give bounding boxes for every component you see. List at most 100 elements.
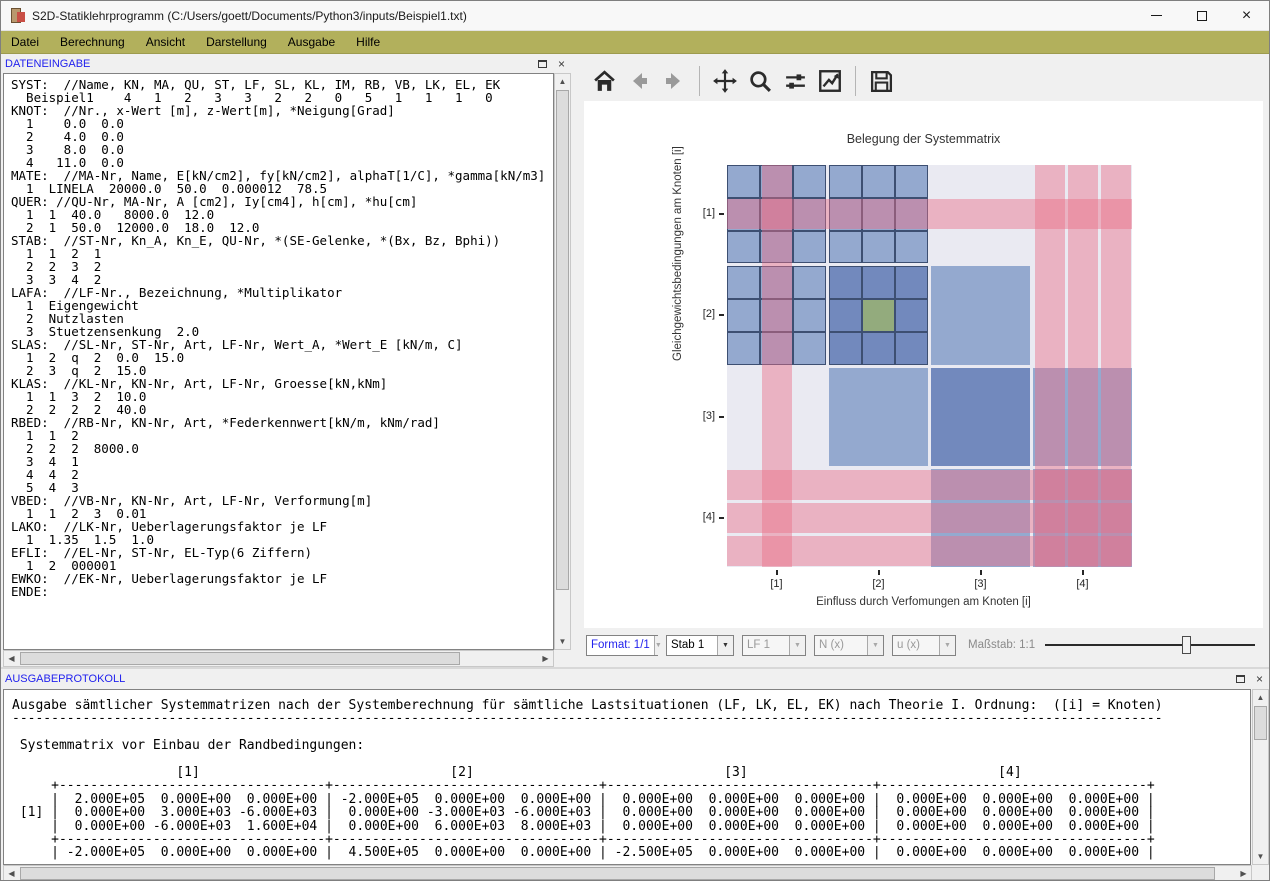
matrix-cell (793, 266, 826, 299)
matrix-cell (997, 433, 1030, 466)
plot-controls: Format: 1/1 ▼ Stab 1 ▼ LF 1 ▼ N (x) ▼ u … (586, 633, 1255, 657)
x-tick (980, 570, 982, 575)
scroll-left-icon[interactable]: ◀ (4, 651, 19, 666)
matrix-cell (895, 400, 928, 433)
plot-pane: Belegung der Systemmatrix Gleichgewichts… (573, 54, 1270, 667)
scroll-up-icon[interactable]: ▲ (555, 74, 570, 89)
matrix-cell (964, 332, 997, 365)
matrix-cell (862, 266, 895, 299)
matrix-cell (997, 332, 1030, 365)
matrix-cell (793, 231, 826, 264)
back-icon[interactable] (626, 68, 652, 94)
scale-label: Maßstab: 1:1 (968, 639, 1035, 651)
menu-bar: Datei Berechnung Ansicht Darstellung Ausgabe… (1, 31, 1269, 54)
ausgabeprotokoll-title: AUSGABEPROTOKOLL (5, 673, 125, 685)
matrix-cell (862, 231, 895, 264)
matrix-cell (931, 368, 964, 401)
y-tick-label: [3] (687, 410, 715, 422)
close-panel-icon[interactable]: × (1256, 675, 1263, 683)
data-vscrollbar[interactable]: ▲ ▼ (554, 73, 571, 650)
output-log-text: Ausgabe sämtlicher Systemmatrizen nach d… (4, 690, 1250, 860)
close-button[interactable]: × (1224, 1, 1269, 31)
scroll-thumb[interactable] (1254, 706, 1267, 740)
matrix-cell (931, 332, 964, 365)
boundary-col-strip (1035, 165, 1065, 567)
displacement-combobox: u (x) ▼ (892, 635, 956, 656)
boundary-col-strip (762, 165, 792, 567)
boundary-col-strip (1068, 165, 1098, 567)
menu-datei[interactable]: Datei (11, 35, 39, 49)
pan-icon[interactable] (712, 68, 738, 94)
zoom-icon[interactable] (747, 68, 773, 94)
scroll-down-icon[interactable]: ▼ (555, 634, 570, 649)
chevron-down-icon: ▼ (789, 636, 805, 655)
menu-ansicht[interactable]: Ansicht (146, 35, 185, 49)
slider-track[interactable] (1045, 644, 1255, 646)
matrix-cell (829, 433, 862, 466)
minimize-button[interactable] (1134, 1, 1179, 31)
menu-berechnung[interactable]: Berechnung (60, 35, 125, 49)
chart-title: Belegung der Systemmatrix (584, 132, 1263, 146)
matrix-cell (997, 368, 1030, 401)
chevron-down-icon: ▼ (867, 636, 883, 655)
chevron-down-icon[interactable]: ▼ (717, 636, 733, 655)
dateneingabe-panel: DATENEINGABE × SYST: //Name, KN, MA, QU,… (1, 54, 573, 667)
lf-combobox: LF 1 ▼ (742, 635, 806, 656)
output-vscrollbar[interactable]: ▲ ▼ (1252, 689, 1269, 865)
ausgabeprotokoll-header: AUSGABEPROTOKOLL × (1, 669, 1270, 688)
output-log[interactable]: Ausgabe sämtlicher Systemmatrizen nach d… (3, 689, 1251, 865)
float-panel-icon[interactable] (1236, 675, 1245, 683)
slider-handle[interactable] (1182, 636, 1191, 654)
menu-ausgabe[interactable]: Ausgabe (288, 35, 335, 49)
scroll-right-icon[interactable]: ▶ (538, 651, 553, 666)
subplots-icon[interactable] (782, 68, 808, 94)
forward-icon[interactable] (661, 68, 687, 94)
stab-combobox[interactable]: Stab 1 ▼ (666, 635, 734, 656)
axes-edit-icon[interactable] (817, 68, 843, 94)
close-panel-icon[interactable]: × (558, 60, 565, 68)
app-window: S2D-Statiklehrprogramm (C:/Users/goett/D… (0, 0, 1270, 881)
data-hscrollbar[interactable]: ◀ ▶ (3, 650, 554, 667)
matrix-cell (964, 299, 997, 332)
dateneingabe-header: DATENEINGABE × (1, 54, 573, 73)
app-icon (10, 8, 26, 24)
matrix-cell (727, 332, 760, 365)
scroll-up-icon[interactable]: ▲ (1253, 690, 1268, 705)
scroll-left-icon[interactable]: ◀ (4, 866, 19, 881)
matrix-cell (727, 266, 760, 299)
matrix-cell (895, 332, 928, 365)
boundary-col-strip (1101, 165, 1131, 567)
scroll-down-icon[interactable]: ▼ (1253, 849, 1268, 864)
maximize-button[interactable] (1179, 1, 1224, 31)
y-tick (719, 416, 724, 418)
matrix-cell (862, 332, 895, 365)
menu-hilfe[interactable]: Hilfe (356, 35, 380, 49)
matrix-cell (964, 266, 997, 299)
x-tick (776, 570, 778, 575)
scroll-thumb[interactable] (20, 867, 1215, 880)
float-panel-icon[interactable] (538, 60, 547, 68)
matrix-cell (964, 400, 997, 433)
save-icon[interactable] (868, 68, 894, 94)
y-tick (719, 314, 724, 316)
chevron-down-icon[interactable]: ▼ (654, 636, 662, 655)
format-combobox[interactable]: Format: 1/1 ▼ (586, 635, 658, 656)
scroll-right-icon[interactable]: ▶ (1236, 866, 1251, 881)
matrix-cell (793, 165, 826, 198)
matrix-cell (862, 368, 895, 401)
y-tick-label: [1] (687, 207, 715, 219)
scroll-thumb[interactable] (20, 652, 460, 665)
matrix-cell (793, 299, 826, 332)
scroll-thumb[interactable] (556, 90, 569, 590)
scale-slider[interactable] (1045, 635, 1255, 655)
x-tick (1082, 570, 1084, 575)
matrix-cell (829, 332, 862, 365)
data-input-editor[interactable]: SYST: //Name, KN, MA, QU, ST, LF, SL, KL… (3, 73, 554, 650)
output-hscrollbar[interactable]: ◀ ▶ (3, 865, 1252, 881)
x-tick (878, 570, 880, 575)
home-icon[interactable] (591, 68, 617, 94)
x-tick-label: [2] (864, 578, 894, 590)
figure-canvas[interactable]: Belegung der Systemmatrix Gleichgewichts… (584, 101, 1263, 628)
menu-darstellung[interactable]: Darstellung (206, 35, 267, 49)
matrix-cell (829, 266, 862, 299)
